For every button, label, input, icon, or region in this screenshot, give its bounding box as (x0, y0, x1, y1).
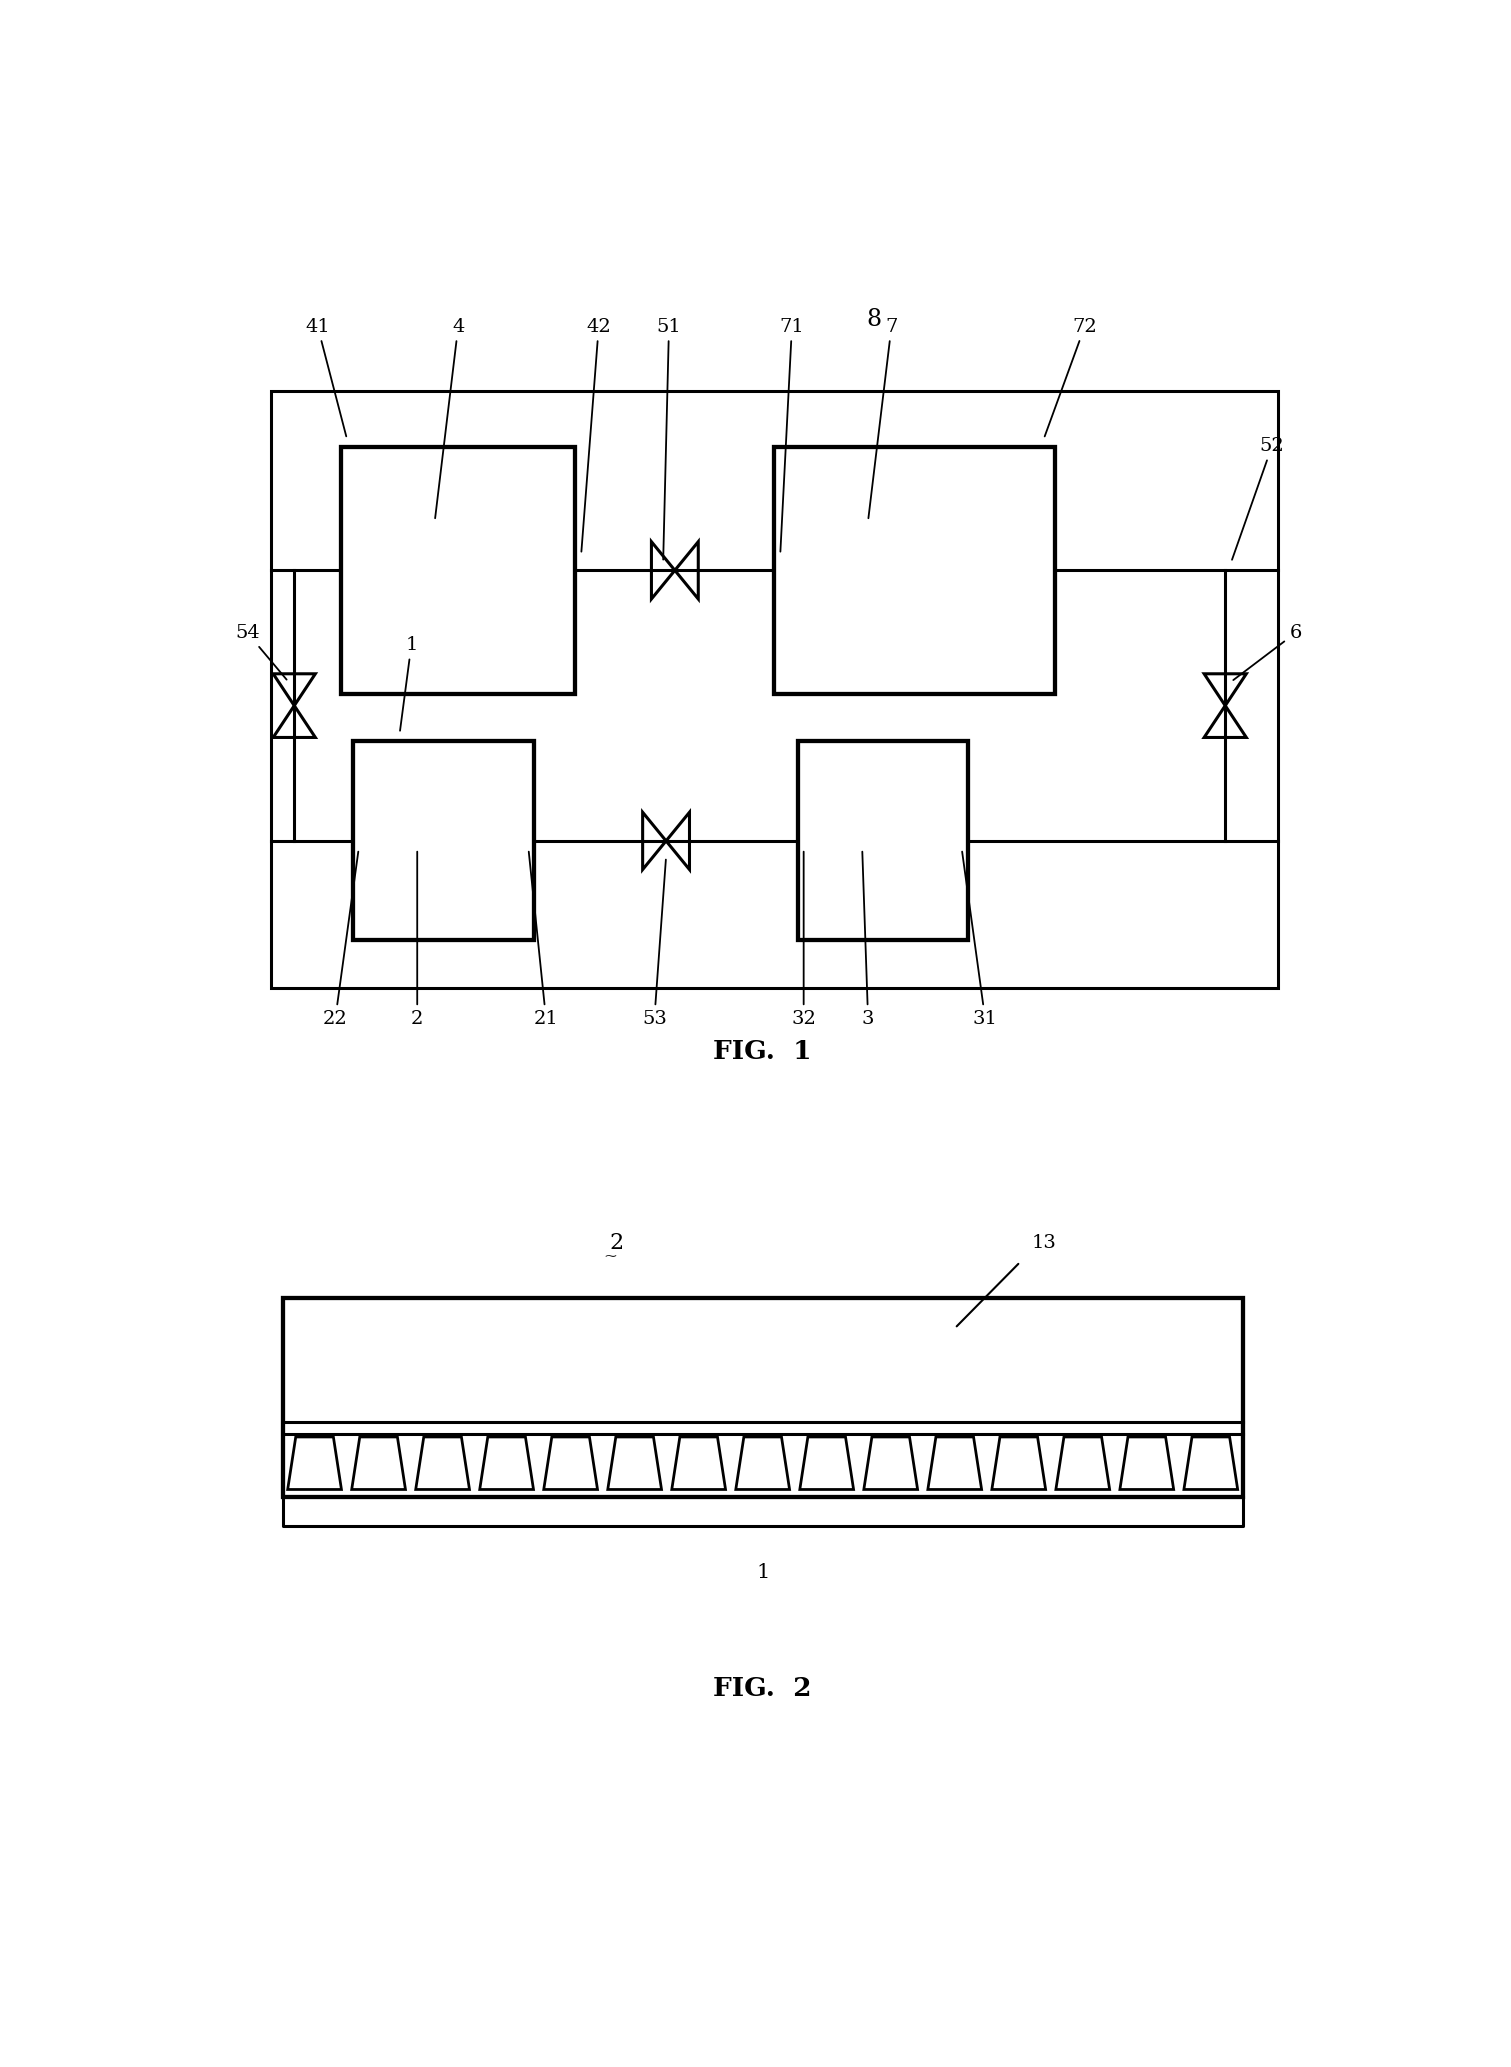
Text: 71: 71 (780, 318, 804, 552)
Text: 4: 4 (435, 318, 464, 519)
Text: 31: 31 (963, 852, 997, 1027)
Text: 32: 32 (792, 852, 816, 1027)
Text: 1: 1 (756, 1563, 769, 1581)
Bar (354, 742, 535, 940)
Text: FIG.  1: FIG. 1 (713, 1040, 811, 1065)
Text: 54: 54 (236, 624, 287, 680)
Text: FIG.  2: FIG. 2 (713, 1676, 811, 1701)
Text: 21: 21 (529, 852, 559, 1027)
Text: 22: 22 (323, 852, 358, 1027)
Bar (270, 391, 1278, 988)
Bar (341, 446, 576, 695)
Text: 51: 51 (657, 318, 681, 560)
Text: 1: 1 (400, 637, 417, 732)
Bar (775, 446, 1055, 695)
Text: 2: 2 (609, 1232, 624, 1255)
Text: 41: 41 (305, 318, 346, 436)
Text: 3: 3 (861, 852, 875, 1027)
Text: 52: 52 (1231, 436, 1284, 560)
Text: ~: ~ (603, 1246, 618, 1265)
Text: 13: 13 (1032, 1234, 1056, 1253)
Text: 2: 2 (411, 852, 423, 1027)
Text: 6: 6 (1233, 624, 1301, 680)
Text: 7: 7 (869, 318, 898, 519)
Bar (798, 742, 967, 940)
Text: 8: 8 (866, 308, 881, 331)
Text: 42: 42 (582, 318, 610, 552)
Bar (283, 1298, 1244, 1497)
Text: 53: 53 (642, 860, 666, 1027)
Text: 72: 72 (1044, 318, 1097, 436)
